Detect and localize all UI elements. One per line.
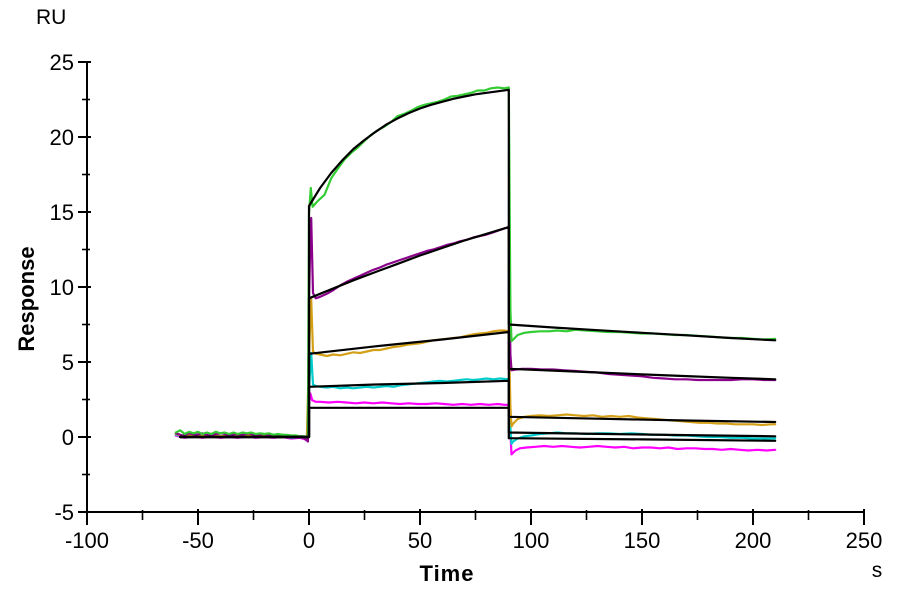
- x-tick-label: 100: [513, 528, 550, 553]
- fit-purple-line: [179, 225, 777, 439]
- y-tick-label: 20: [50, 125, 74, 150]
- y-tick-label: 25: [50, 50, 74, 75]
- y-tick-label: 0: [62, 425, 74, 450]
- x-tick-label: 200: [735, 528, 772, 553]
- x-tick-label: 150: [624, 528, 661, 553]
- x-tick-label: -50: [182, 528, 214, 553]
- x-tick-label: 50: [408, 528, 432, 553]
- trace-orange-line: [174, 297, 777, 441]
- trace-magenta-line: [174, 392, 777, 456]
- x-axis-title: Time: [419, 561, 475, 586]
- fit-green-line: [179, 88, 777, 439]
- x-tick-label: -100: [65, 528, 109, 553]
- y-tick-label: 15: [50, 200, 74, 225]
- y-tick-label: 5: [62, 350, 74, 375]
- y-tick-label: 10: [50, 275, 74, 300]
- x-tick-label: 250: [846, 528, 883, 553]
- x-tick-label: 0: [303, 528, 315, 553]
- fit-orange-line: [179, 330, 777, 439]
- trace-green-line: [174, 86, 777, 439]
- trace-cyan-line: [174, 351, 777, 445]
- y-tick-label: -5: [54, 500, 74, 525]
- y-axis-title: Response: [14, 246, 39, 352]
- x-axis-unit-label: s: [871, 559, 883, 582]
- y-axis-unit-label: RU: [36, 6, 67, 29]
